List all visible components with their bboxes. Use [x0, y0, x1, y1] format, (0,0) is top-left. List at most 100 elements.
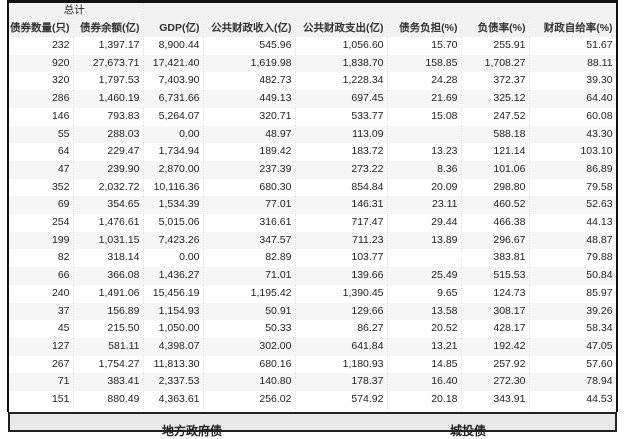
table-cell: 680.16 — [203, 355, 296, 374]
bond-summary-table: 总计 债券数量(只) 债券余额(亿) GDP(亿) 公共财政收入(亿) 公共财政支出(亿… — [9, 3, 616, 409]
table-cell: 44.53 — [529, 391, 616, 409]
table-cell: 366.08 — [73, 267, 144, 285]
table-cell: 82 — [9, 249, 74, 268]
table-cell: 50.33 — [203, 320, 296, 338]
column-header[interactable]: 债券余额(亿) — [73, 17, 144, 37]
table-cell: 13.21 — [387, 337, 462, 356]
table-cell: 711.23 — [295, 231, 388, 250]
table-cell: 325.12 — [461, 90, 530, 108]
table-cell: 255.91 — [461, 37, 530, 55]
tab-urban-investment-bonds[interactable]: 城投债 — [450, 424, 487, 438]
table-cell: 58.34 — [529, 320, 616, 338]
table-cell: 25.49 — [387, 267, 462, 285]
table-cell: 47 — [9, 160, 74, 179]
table-cell: 24.28 — [387, 72, 462, 91]
table-cell: 64.40 — [529, 90, 616, 108]
table-row[interactable]: 69 354.65 1,534.39 77.01 146.31 23.11 460.52 52… — [9, 196, 616, 215]
column-header[interactable]: 财政自给率(%) — [529, 17, 616, 37]
table-cell: 64 — [9, 143, 74, 161]
table-cell — [387, 125, 462, 144]
table-row[interactable]: 127 581.11 4,398.07 302.00 641.84 13.21 192.42… — [9, 337, 616, 356]
table-row[interactable]: 146 793.83 5,264.07 320.71 533.77 15.08 247.52… — [9, 107, 616, 126]
table-row[interactable]: 232 1,397.17 8,900.44 545.96 1,056.60 15.70 25… — [9, 37, 616, 55]
table-cell: 86.27 — [295, 320, 388, 338]
table-row[interactable]: 240 1,491.06 15,456.19 1,195.42 1,390.45 9.65… — [9, 284, 616, 303]
table-cell: 854.84 — [295, 178, 388, 197]
table-cell: 237.39 — [203, 160, 296, 179]
table-row[interactable]: 352 2,032.72 10,116.36 680.30 854.84 20.09 298… — [9, 178, 616, 197]
table-row[interactable]: 47 239.90 2,870.00 237.39 273.22 8.36 101.06 86… — [9, 160, 616, 179]
tab-local-government-bonds[interactable]: 地方政府债 — [162, 424, 223, 438]
table-cell: 13.89 — [387, 231, 462, 250]
table-cell: 11,813.30 — [143, 355, 204, 374]
table-row[interactable]: 37 156.89 1,154.93 50.91 129.66 13.58 308.17 39… — [9, 302, 616, 321]
column-header[interactable]: GDP(亿) — [143, 17, 204, 37]
table-cell: 5,264.07 — [143, 107, 204, 126]
table-row[interactable]: 199 1,031.15 7,423.26 347.57 711.23 13.89 296.… — [9, 231, 616, 250]
table-cell: 232 — [9, 37, 74, 55]
column-header[interactable]: 债务负担(%) — [387, 17, 462, 37]
table-cell: 10,116.36 — [143, 178, 204, 197]
table-cell: 88.11 — [529, 54, 616, 73]
table-row[interactable]: 254 1,476.61 5,015.06 316.61 717.47 29.44 466.… — [9, 214, 616, 232]
table-cell: 55 — [9, 125, 74, 144]
table-row[interactable]: 920 27,673.71 17,421.40 1,619.98 1,838.70 158… — [9, 54, 616, 73]
table-row[interactable]: 66 366.08 1,436.27 71.01 139.66 25.49 515.53 50… — [9, 267, 616, 285]
table-cell: 139.66 — [295, 267, 388, 285]
table-cell: 178.37 — [295, 373, 388, 392]
table-row[interactable]: 151 880.49 4,363.61 256.02 574.92 20.18 343.91… — [9, 391, 616, 409]
table-cell: 113.09 — [295, 125, 388, 144]
table-cell: 1,228.34 — [295, 72, 388, 91]
table-cell: 1,195.42 — [203, 284, 296, 303]
table-cell: 352 — [9, 178, 74, 197]
table-cell: 1,734.94 — [143, 143, 204, 161]
table-cell: 9.65 — [387, 284, 462, 303]
table-cell: 318.14 — [73, 249, 144, 268]
table-cell: 229.47 — [73, 143, 144, 161]
table-cell: 43.30 — [529, 125, 616, 144]
column-header[interactable]: 公共财政支出(亿) — [295, 17, 388, 37]
table-cell: 2,032.72 — [73, 178, 144, 197]
table-cell: 372.37 — [461, 72, 530, 91]
table-row[interactable]: 286 1,460.19 6,731.66 449.13 697.45 21.69 325.… — [9, 90, 616, 108]
table-cell: 52.63 — [529, 196, 616, 215]
bond-summary-table-panel: 总计 债券数量(只) 债券余额(亿) GDP(亿) 公共财政收入(亿) 公共财政支出(亿… — [7, 0, 618, 412]
table-row[interactable]: 267 1,754.27 11,813.30 680.16 1,180.93 14.85 2… — [9, 355, 616, 374]
table-row[interactable]: 71 383.41 2,337.53 140.80 178.37 16.40 272.30 7… — [9, 373, 616, 392]
table-cell: 48.97 — [203, 125, 296, 144]
table-cell: 581.11 — [73, 337, 144, 356]
table-cell: 793.83 — [73, 107, 144, 126]
table-cell: 0.00 — [143, 125, 204, 144]
table-cell: 316.61 — [203, 214, 296, 232]
table-cell: 77.01 — [203, 196, 296, 215]
table-cell: 71 — [9, 373, 74, 392]
table-row[interactable]: 64 229.47 1,734.94 189.42 183.72 13.23 121.14 1… — [9, 143, 616, 161]
table-cell: 1,491.06 — [73, 284, 144, 303]
table-row[interactable]: 82 318.14 0.00 82.89 103.77 383.81 79.88 — [9, 249, 616, 268]
table-cell: 15.70 — [387, 37, 462, 55]
table-cell: 14.85 — [387, 355, 462, 374]
table-cell: 574.92 — [295, 391, 388, 409]
table-cell: 697.45 — [295, 90, 388, 108]
table-cell: 272.30 — [461, 373, 530, 392]
table-row[interactable]: 320 1,797.53 7,403.90 482.73 1,228.34 24.28 37… — [9, 72, 616, 91]
table-cell: 140.80 — [203, 373, 296, 392]
table-cell: 383.81 — [461, 249, 530, 268]
table-cell: 298.80 — [461, 178, 530, 197]
table-cell: 15,456.19 — [143, 284, 204, 303]
table-cell: 2,337.53 — [143, 373, 204, 392]
table-cell: 383.41 — [73, 373, 144, 392]
table-cell: 48.87 — [529, 231, 616, 250]
column-header[interactable]: 负债率(%) — [461, 17, 530, 37]
table-cell: 240 — [9, 284, 74, 303]
table-row[interactable]: 55 288.03 0.00 48.97 113.09 588.18 43.30 — [9, 125, 616, 144]
table-cell: 5,015.06 — [143, 214, 204, 232]
table-row[interactable]: 45 215.50 1,050.00 50.33 86.27 20.52 428.17 58.… — [9, 320, 616, 338]
table-cell — [387, 249, 462, 268]
column-header[interactable]: 债券数量(只) — [9, 17, 74, 37]
table-cell: 13.58 — [387, 302, 462, 321]
column-header[interactable]: 公共财政收入(亿) — [203, 17, 296, 37]
table-cell: 47.05 — [529, 337, 616, 356]
table-cell: 257.92 — [461, 355, 530, 374]
table-cell: 286 — [9, 90, 74, 108]
